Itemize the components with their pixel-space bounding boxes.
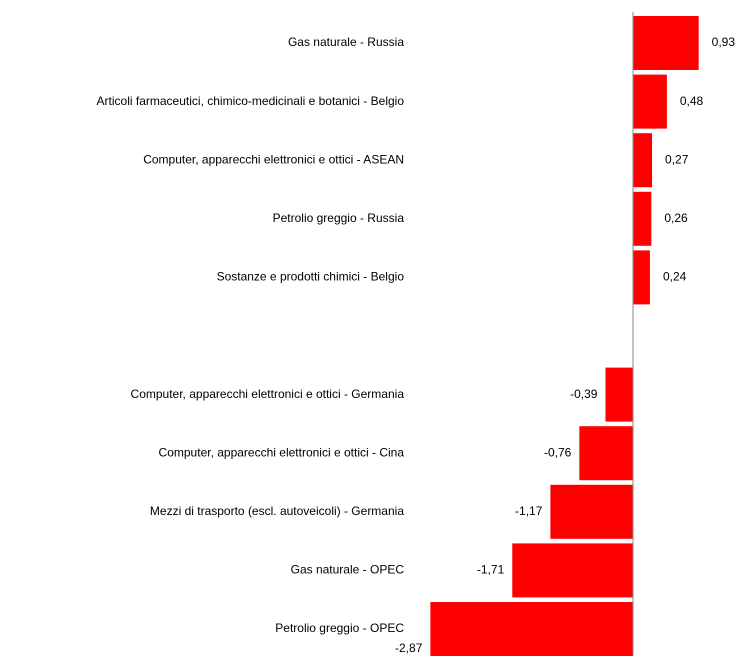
bar	[579, 426, 633, 481]
value-label: 0,48	[680, 94, 704, 108]
category-label: Mezzi di trasporto (escl. autoveicoli) -…	[150, 504, 404, 518]
bar	[633, 250, 650, 305]
value-label: -0,39	[570, 387, 598, 401]
category-label: Sostanze e prodotti chimici - Belgio	[217, 270, 405, 284]
value-label: 0,93	[712, 35, 736, 49]
value-label: -1,71	[477, 563, 505, 577]
bar	[550, 484, 633, 539]
category-label: Petrolio greggio - Russia	[273, 211, 405, 225]
category-label: Gas naturale - Russia	[288, 35, 404, 49]
value-label: 0,24	[663, 270, 687, 284]
category-label: Articoli farmaceutici, chimico-medicinal…	[97, 94, 405, 108]
bar	[633, 133, 653, 188]
value-label: -0,76	[544, 445, 572, 459]
bar	[633, 16, 699, 70]
bar	[633, 191, 652, 246]
value-label: 0,26	[664, 211, 688, 225]
value-label: -1,17	[515, 504, 543, 518]
value-label: -2,87	[395, 641, 423, 655]
bar	[512, 543, 633, 598]
category-label: Gas naturale - OPEC	[291, 563, 405, 577]
category-label: Computer, apparecchi elettronici e ottic…	[143, 152, 404, 166]
bar	[430, 602, 633, 656]
bar	[605, 367, 633, 422]
category-label: Computer, apparecchi elettronici e ottic…	[131, 387, 405, 401]
value-label: 0,27	[665, 152, 689, 166]
category-label: Computer, apparecchi elettronici e ottic…	[159, 445, 405, 459]
category-label: Petrolio greggio - OPEC	[275, 621, 404, 635]
bar	[633, 74, 667, 129]
